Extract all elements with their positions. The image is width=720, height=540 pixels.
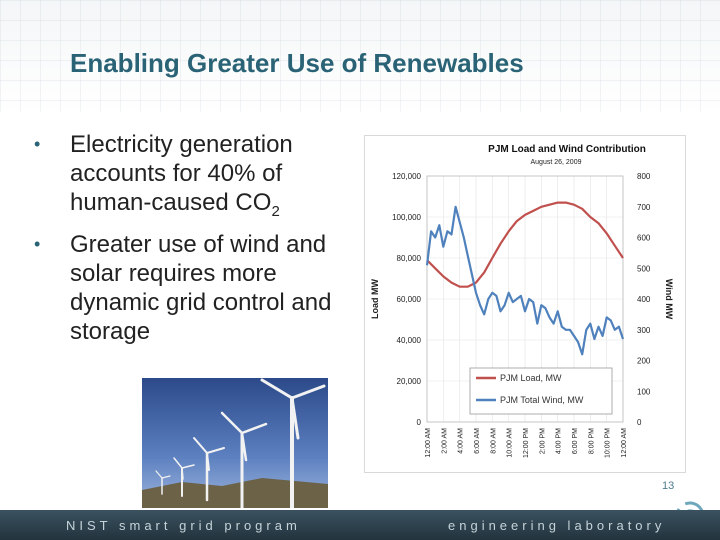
header-band xyxy=(0,0,720,112)
y-tick-label: 80,000 xyxy=(397,254,422,263)
y2-tick-label: 0 xyxy=(637,418,642,427)
chart-svg: PJM Load and Wind Contribution August 26… xyxy=(370,144,674,458)
y-tick-label: 0 xyxy=(417,418,422,427)
pjm-chart: PJM Load and Wind Contribution August 26… xyxy=(364,135,686,473)
y2-tick-label: 100 xyxy=(637,387,651,396)
page-number: 13 xyxy=(662,480,675,492)
x-tick-label: 10:00 AM xyxy=(507,428,514,458)
y2-tick-label: 600 xyxy=(637,234,651,243)
footer-bar: NIST smart grid program engineering labo… xyxy=(0,510,720,540)
chart-subtitle: August 26, 2009 xyxy=(531,159,582,166)
x-tick-label: 2:00 PM xyxy=(539,428,546,454)
footer-lab-label: engineering laboratory xyxy=(448,518,666,533)
y-tick-label: 60,000 xyxy=(397,295,422,304)
legend-box xyxy=(469,367,613,415)
wind-series-line xyxy=(425,205,625,356)
slide-title: Enabling Greater Use of Renewables xyxy=(70,48,524,78)
x-tick-label: 10:00 PM xyxy=(605,428,612,458)
bullet-text: Electricity generation accounts for 40% … xyxy=(70,131,293,216)
x-tick-label: 8:00 AM xyxy=(490,428,497,454)
x-tick-label: 2:00 AM xyxy=(441,428,448,454)
footer-program-label: NIST smart grid program xyxy=(66,518,301,533)
y-tick-label: 40,000 xyxy=(397,336,422,345)
bullet-dot-icon: • xyxy=(34,233,41,254)
x-tick-label: 6:00 AM xyxy=(474,428,481,454)
y-tick-label: 20,000 xyxy=(397,377,422,386)
legend-label: PJM Load, MW xyxy=(500,373,562,383)
chart-title: PJM Load and Wind Contribution xyxy=(488,144,646,155)
y2-tick-label: 700 xyxy=(637,203,651,212)
y-axis-label: Load MW xyxy=(370,279,380,319)
x-tick-label: 8:00 PM xyxy=(588,428,595,454)
y-tick-label: 100,000 xyxy=(392,213,421,222)
y2-tick-label: 800 xyxy=(637,172,651,181)
y2-tick-label: 200 xyxy=(637,357,651,366)
x-tick-label: 4:00 AM xyxy=(458,428,465,454)
plot-frame xyxy=(426,175,624,423)
y2-axis-label: Wind MW xyxy=(664,279,674,320)
bullet-item: • Electricity generation accounts for 40… xyxy=(30,130,360,226)
y-tick-label: 120,000 xyxy=(392,172,421,181)
bullet-item: • Greater use of wind and solar requires… xyxy=(30,230,360,346)
y2-tick-label: 400 xyxy=(637,295,651,304)
x-tick-label: 6:00 PM xyxy=(572,428,579,454)
legend-label: PJM Total Wind, MW xyxy=(500,395,584,405)
subscript: 2 xyxy=(271,202,280,220)
y2-tick-label: 300 xyxy=(637,326,651,335)
x-tick-label: 12:00 AM xyxy=(425,428,432,458)
bullet-list: • Electricity generation accounts for 40… xyxy=(30,130,360,350)
x-tick-label: 12:00 AM xyxy=(621,428,628,458)
bullet-dot-icon: • xyxy=(34,134,41,154)
wind-turbines-photo xyxy=(142,378,328,508)
y2-tick-label: 500 xyxy=(637,264,651,273)
x-tick-label: 12:00 PM xyxy=(523,428,530,458)
x-tick-label: 4:00 PM xyxy=(556,428,563,454)
load-series-line xyxy=(426,201,624,288)
bullet-text: Greater use of wind and solar requires m… xyxy=(70,230,332,345)
